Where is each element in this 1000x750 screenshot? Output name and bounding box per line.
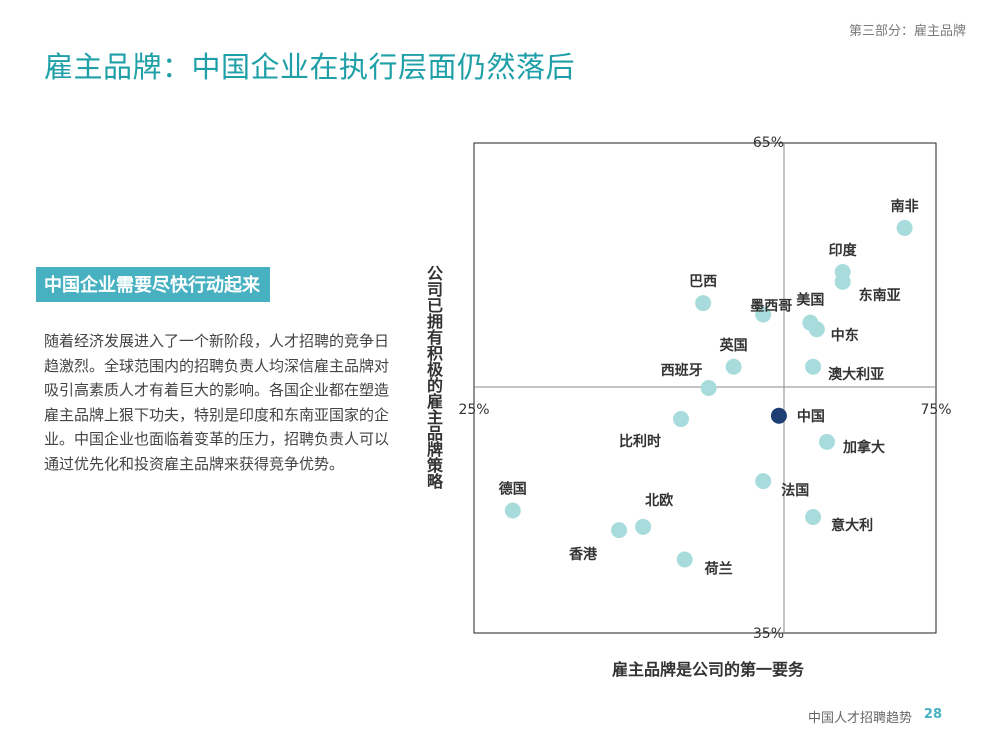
data-point (672, 411, 689, 428)
data-point (896, 219, 913, 236)
data-point (755, 306, 772, 323)
data-points (504, 219, 913, 568)
data-point-label: 香港 (568, 546, 598, 563)
tick-label-y-max: 65% (753, 135, 784, 151)
data-point (725, 358, 742, 375)
tick-labels: 65% 35% 25% 75% (458, 135, 951, 642)
data-point (805, 358, 822, 375)
data-point (504, 502, 521, 519)
data-point (805, 509, 822, 526)
data-point-label: 西班牙 (661, 362, 703, 379)
data-point-label: 荷兰 (704, 561, 733, 578)
data-point-label: 中国 (797, 408, 825, 425)
section-tag: 第三部分：雇主品牌 (848, 24, 966, 39)
data-point-label: 北欧 (645, 492, 673, 509)
data-point-label: 东南亚 (859, 287, 901, 304)
data-point-label: 美国 (796, 292, 824, 309)
data-point (755, 473, 772, 490)
y-axis-label: 公司已拥有积极的雇主品牌策略 (424, 265, 443, 489)
data-point-label: 印度 (829, 242, 858, 259)
tick-label-y-min: 35% (753, 626, 784, 642)
data-point-label: 意大利 (831, 517, 873, 534)
plot-frame (473, 142, 937, 634)
data-point-label: 巴西 (689, 274, 717, 290)
data-point-label: 法国 (781, 482, 809, 499)
data-point (700, 380, 717, 396)
page-title: 雇主品牌：中国企业在执行层面仍然落后 (44, 50, 576, 84)
data-point-label: 中东 (831, 327, 859, 344)
data-point (834, 273, 851, 290)
footer-text: 中国人才招聘趋势 (807, 711, 912, 726)
data-point-label: 比利时 (619, 433, 661, 450)
body-paragraph: 随着经济发展进入了一个新阶段，人才招聘的竞争日趋激烈。全球范围内的招聘负责人均深… (44, 332, 390, 473)
data-point (635, 518, 652, 535)
data-point-label: 南非 (891, 198, 919, 215)
data-point (818, 433, 835, 450)
plot-border (473, 142, 937, 634)
data-point (808, 321, 825, 338)
data-point (611, 522, 628, 539)
tick-label-x-min: 25% (458, 402, 489, 418)
data-point-label: 澳大利亚 (828, 366, 884, 383)
data-point-label: 墨西哥 (750, 299, 792, 315)
tick-label-x-max: 75% (920, 402, 951, 418)
data-point-label: 德国 (499, 481, 527, 498)
x-axis-label: 雇主品牌是公司的第一要务 (612, 660, 805, 679)
data-point (770, 407, 787, 424)
page-number: 28 (923, 707, 942, 722)
callout-banner: 中国企业需要尽快行动起来 (36, 267, 270, 302)
data-point-label: 加拿大 (842, 439, 885, 456)
data-point (695, 295, 712, 312)
data-point (676, 551, 693, 568)
data-point-label: 英国 (719, 337, 748, 354)
